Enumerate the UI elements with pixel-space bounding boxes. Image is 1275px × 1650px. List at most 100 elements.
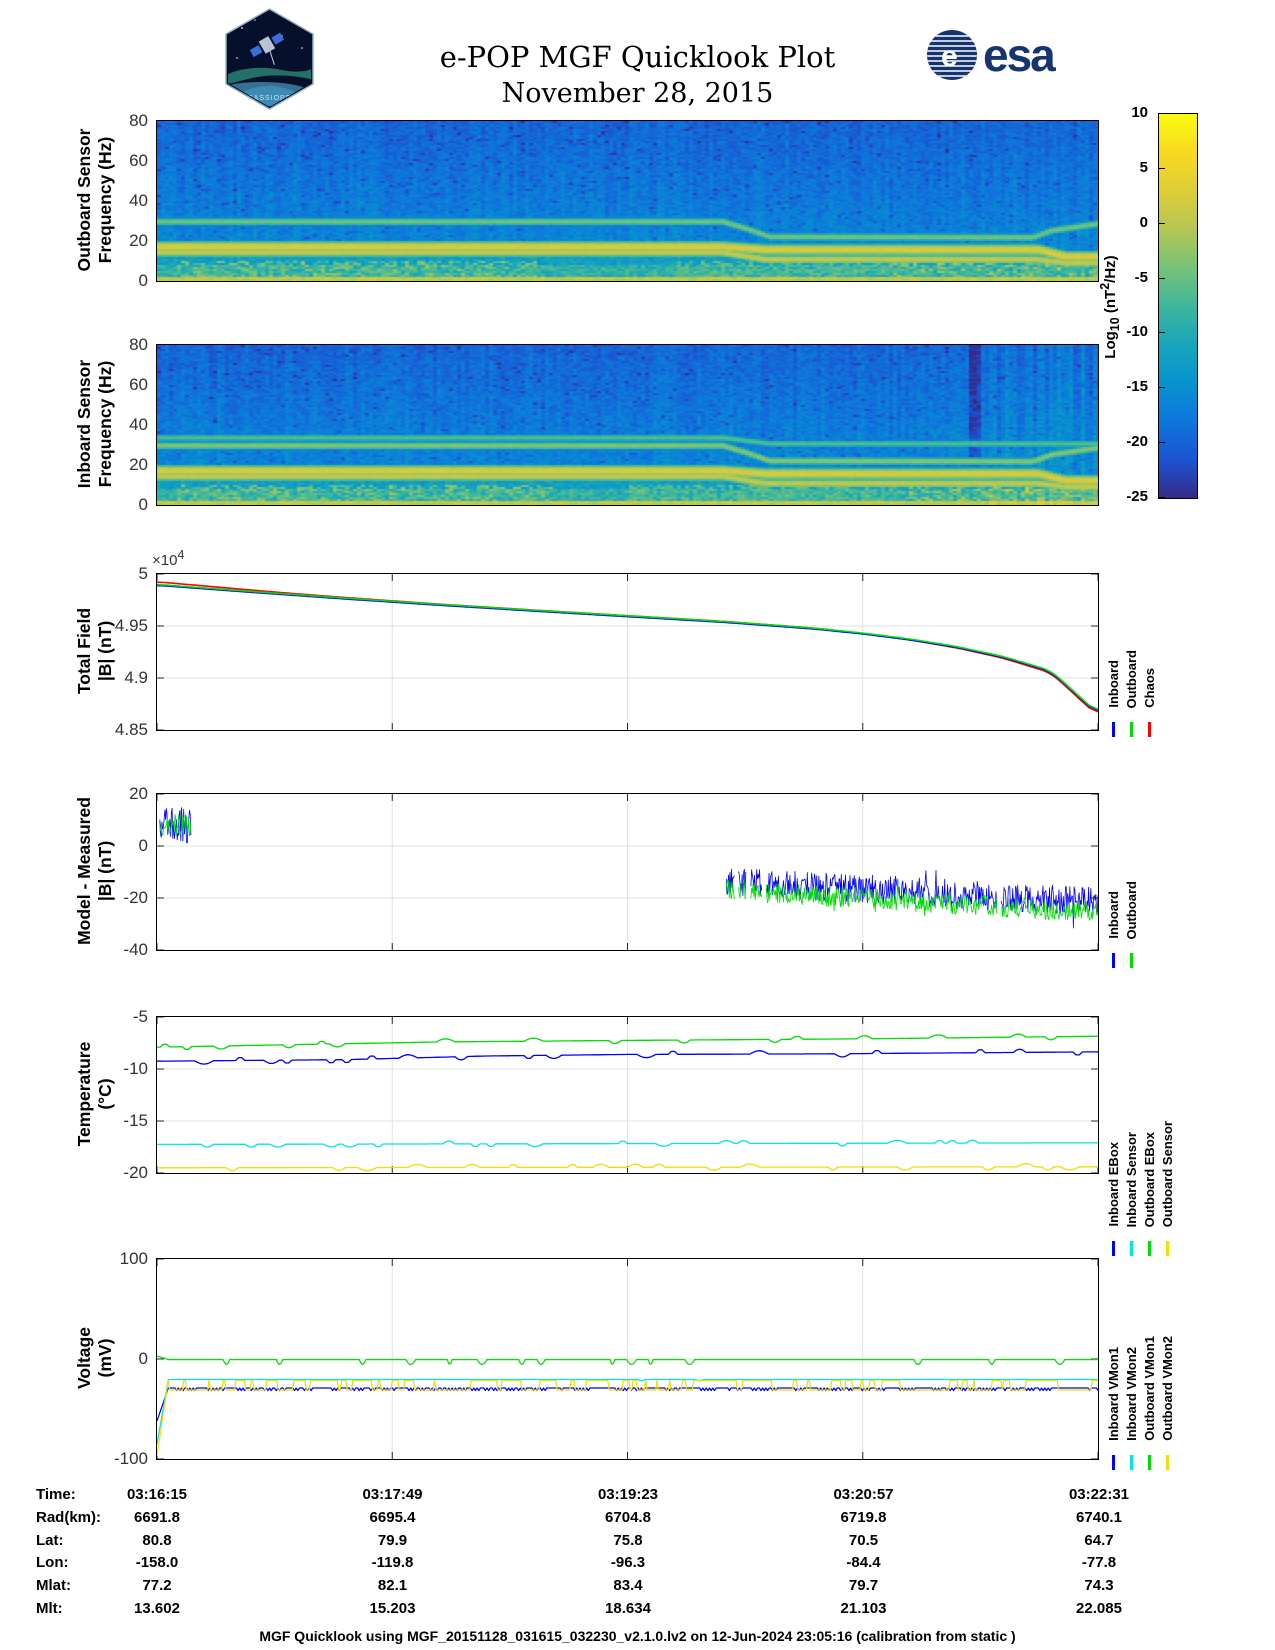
legend-label: Outboard Sensor <box>1160 1120 1175 1227</box>
y-tick-label: 60 <box>129 375 148 394</box>
inboard-spectrogram-plot <box>156 344 1099 506</box>
legend-label: Outboard EBox <box>1142 1131 1157 1227</box>
table-row-label: Mlat: <box>36 1577 71 1595</box>
legend-label: Outboard <box>1124 880 1139 940</box>
legend-marker <box>1148 1455 1151 1470</box>
cassiope-logo-icon: CASSIOPE <box>225 8 314 110</box>
colorbar-tick-mark <box>1159 222 1165 224</box>
series-inboard-sensor <box>157 1139 1098 1148</box>
colorbar-tick-label: 10 <box>1131 104 1148 121</box>
legend-item: Outboard <box>1124 649 1139 737</box>
table-cell: 6695.4 <box>369 1508 416 1526</box>
colorbar-tick-label: -15 <box>1126 378 1148 396</box>
table-cell: 18.634 <box>605 1600 651 1617</box>
y-axis-label-temperature: Temperature (°C) <box>74 1041 115 1147</box>
table-cell: -96.3 <box>610 1554 646 1572</box>
table-cell: 03:19:23 <box>597 1486 659 1503</box>
esa-logo: e esa <box>925 28 1056 82</box>
y-tick-label: 20 <box>129 455 148 474</box>
legend-marker <box>1112 953 1115 968</box>
table-cell: 80.8 <box>142 1531 172 1549</box>
legend-label: Inboard EBox <box>1106 1142 1121 1227</box>
voltage-chart <box>157 1259 1098 1459</box>
colorbar-label: Log10 (nT2/Hz) <box>1098 255 1122 359</box>
table-cell: 74.3 <box>1084 1577 1114 1595</box>
esa-globe-e: e <box>941 40 958 73</box>
colorbar-tick-mark <box>1159 277 1165 279</box>
table-cell: 70.5 <box>848 1531 879 1549</box>
legend-marker <box>1130 1241 1133 1256</box>
y-tick-label: 4.9 <box>124 668 148 687</box>
legend-item: Outboard <box>1124 880 1139 968</box>
footer-note: MGF Quicklook using MGF_20151128_031615_… <box>259 1628 1016 1644</box>
page-title: e-POP MGF Quicklook Plot <box>439 40 836 74</box>
table-cell: 64.7 <box>1084 1531 1114 1549</box>
table-row-label: Mlt: <box>36 1600 63 1617</box>
table-cell: 6719.8 <box>840 1508 887 1526</box>
page-date: November 28, 2015 <box>501 78 774 109</box>
table-row-label: Lat: <box>36 1531 64 1549</box>
model-minus-measured-chart <box>157 794 1098 950</box>
total-field-plot <box>156 573 1099 731</box>
y-tick-label: 5 <box>138 564 148 583</box>
y-tick-label: 40 <box>129 191 148 210</box>
legend-label: Inboard VMon2 <box>1124 1347 1139 1441</box>
table-row-label: Lon: <box>36 1554 69 1572</box>
y-tick-label: -5 <box>132 1007 148 1026</box>
colorbar-tick-label: -10 <box>1126 323 1148 341</box>
legend-label: Outboard VMon2 <box>1160 1336 1175 1441</box>
legend-item: Outboard Sensor <box>1160 1121 1175 1256</box>
y-tick-label: 4.95 <box>114 616 148 635</box>
series-outboard-vmon2 <box>157 1379 1098 1457</box>
legend-item: Outboard VMon2 <box>1160 1336 1175 1470</box>
legend-item: Inboard <box>1106 660 1121 737</box>
colorbar-tick-mark <box>1159 497 1165 498</box>
legend-item: Outboard VMon1 <box>1142 1336 1157 1470</box>
legend-item: Inboard EBox <box>1106 1142 1121 1256</box>
colorbar-tick-label: -20 <box>1126 433 1148 451</box>
table-cell: -84.4 <box>846 1554 881 1572</box>
legend-item: Chaos <box>1142 668 1157 737</box>
series-inboard <box>159 807 1098 929</box>
y-tick-label: 100 <box>119 1249 148 1268</box>
y-tick-label: -10 <box>123 1059 148 1078</box>
legend-label: Outboard VMon1 <box>1142 1336 1157 1441</box>
legend-marker <box>1112 722 1115 737</box>
legend-label: Inboard VMon1 <box>1106 1347 1121 1441</box>
y-tick-label: 40 <box>129 415 148 434</box>
table-row-label: Time: <box>36 1486 76 1503</box>
colorbar-tick-mark <box>1159 167 1165 169</box>
table-cell: 79.7 <box>848 1577 879 1595</box>
colorbar-tick-mark <box>1159 332 1165 334</box>
y-tick-label: 0 <box>138 1349 148 1368</box>
y-tick-label: 0 <box>138 271 148 290</box>
legend-marker <box>1112 1455 1115 1470</box>
y-tick-label: 4.85 <box>114 720 148 739</box>
colorbar-tick-mark <box>1159 387 1165 389</box>
legend-marker <box>1130 953 1133 968</box>
y-tick-label: 0 <box>138 836 148 855</box>
series-outboard <box>159 813 1098 921</box>
table-cell: 22.085 <box>1076 1600 1122 1617</box>
table-cell: 75.8 <box>613 1531 643 1549</box>
model-minus-measured-plot <box>156 793 1099 951</box>
legend-temperature: Inboard EBox Inboard Sensor Outboard EBox O… <box>1106 1121 1175 1256</box>
legend-label: Outboard <box>1124 649 1139 709</box>
legend-marker <box>1130 1455 1133 1470</box>
colorbar-tick-mark <box>1159 113 1165 114</box>
legend-marker <box>1148 1241 1151 1256</box>
table-cell: 21.103 <box>840 1600 887 1617</box>
table-cell: 03:16:15 <box>126 1486 188 1503</box>
colorbar-tick-label: -5 <box>1134 268 1148 286</box>
legend-label: Chaos <box>1142 668 1157 708</box>
table-cell: 79.9 <box>377 1531 408 1549</box>
y-tick-label: -20 <box>123 888 148 907</box>
colorbar-tick-label: 5 <box>1139 158 1148 176</box>
y-tick-label: 80 <box>129 335 148 354</box>
legend-item: Outboard EBox <box>1142 1132 1157 1256</box>
series-outboard-ebox <box>157 1033 1098 1050</box>
series-outboard <box>157 583 1098 711</box>
table-cell: -158.0 <box>135 1554 179 1572</box>
table-cell: 6704.8 <box>605 1508 651 1526</box>
